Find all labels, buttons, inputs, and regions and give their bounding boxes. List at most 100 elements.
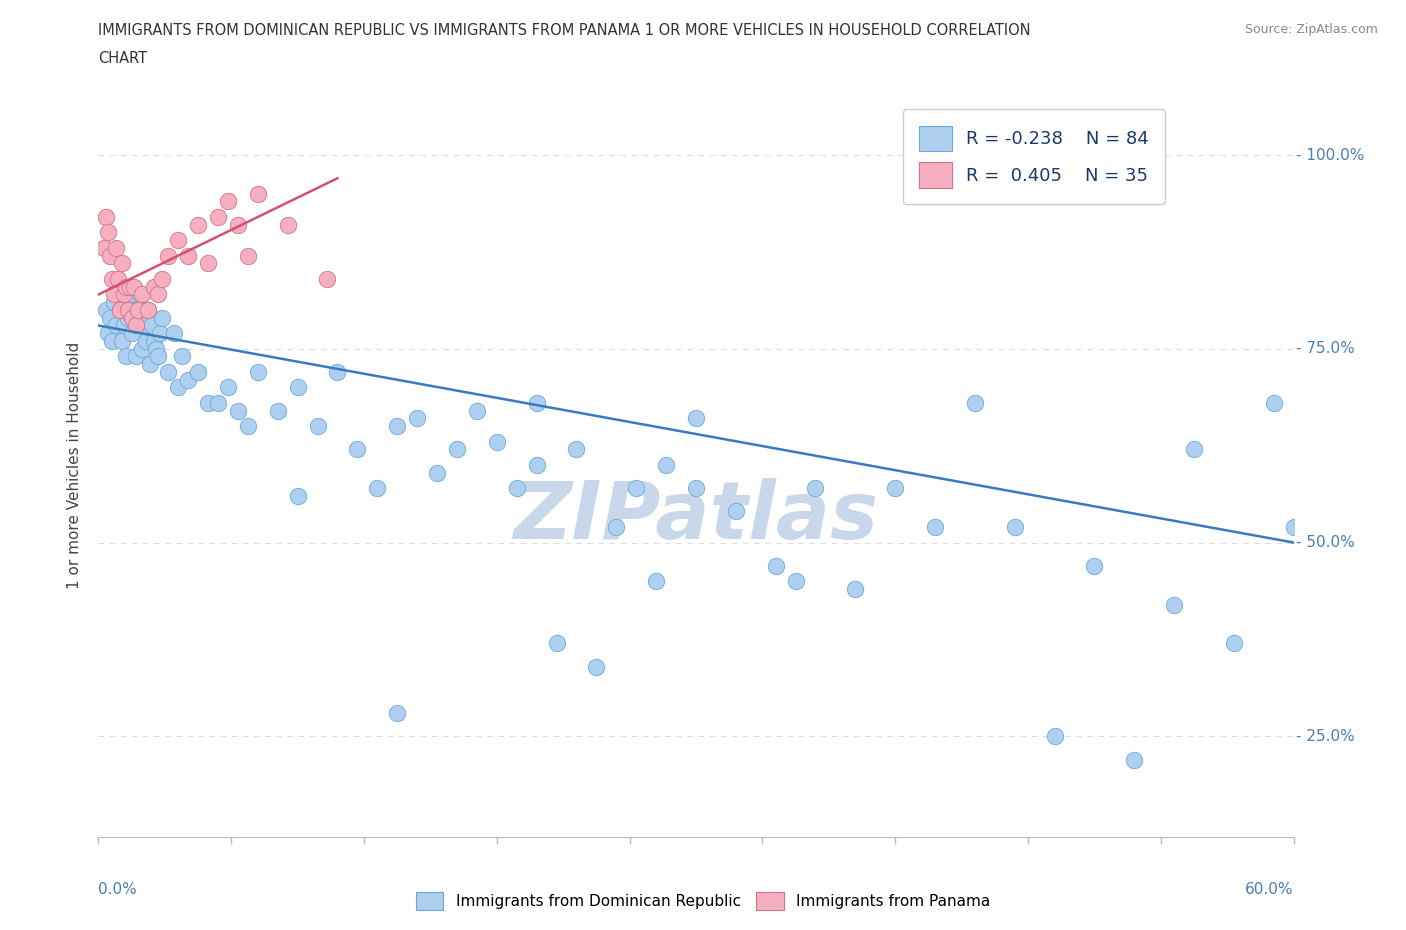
Point bbox=[120, 279, 142, 294]
Point bbox=[1004, 520, 1026, 535]
Point bbox=[385, 706, 409, 721]
Point bbox=[103, 287, 125, 302]
Point bbox=[236, 248, 259, 263]
Legend: Immigrants from Dominican Republic, Immigrants from Panama: Immigrants from Dominican Republic, Immi… bbox=[408, 884, 998, 918]
Point bbox=[157, 248, 180, 263]
Point bbox=[115, 279, 138, 294]
Point bbox=[963, 395, 986, 410]
Point bbox=[406, 411, 429, 426]
Point bbox=[117, 311, 139, 325]
Point bbox=[207, 395, 229, 410]
Point bbox=[93, 241, 115, 256]
Point bbox=[207, 209, 229, 224]
Point bbox=[103, 295, 125, 310]
Text: 0.0%: 0.0% bbox=[98, 882, 138, 897]
Point bbox=[785, 574, 807, 589]
Point bbox=[167, 380, 190, 395]
Point bbox=[107, 279, 129, 294]
Point bbox=[1043, 729, 1066, 744]
Point bbox=[1263, 395, 1285, 410]
Point bbox=[124, 279, 146, 294]
Text: ZIPatlas: ZIPatlas bbox=[513, 478, 879, 556]
Point bbox=[465, 404, 488, 418]
Point bbox=[143, 334, 166, 349]
Text: 60.0%: 60.0% bbox=[1246, 882, 1294, 897]
Point bbox=[506, 481, 529, 496]
Point bbox=[148, 287, 170, 302]
Point bbox=[145, 341, 167, 356]
Point bbox=[96, 209, 118, 224]
Point bbox=[197, 256, 219, 271]
Text: - 100.0%: - 100.0% bbox=[1296, 148, 1364, 163]
Point bbox=[366, 481, 388, 496]
Point bbox=[167, 232, 190, 247]
Point bbox=[526, 458, 548, 472]
Point bbox=[110, 302, 132, 317]
Point bbox=[97, 225, 120, 240]
Point bbox=[446, 442, 468, 457]
Text: - 25.0%: - 25.0% bbox=[1296, 729, 1354, 744]
Point bbox=[127, 302, 149, 317]
Point bbox=[765, 558, 787, 573]
Point bbox=[585, 659, 607, 674]
Point bbox=[120, 287, 142, 302]
Point bbox=[685, 481, 707, 496]
Text: IMMIGRANTS FROM DOMINICAN REPUBLIC VS IMMIGRANTS FROM PANAMA 1 OR MORE VEHICLES : IMMIGRANTS FROM DOMINICAN REPUBLIC VS IM… bbox=[98, 23, 1031, 38]
Point bbox=[125, 318, 148, 333]
Point bbox=[346, 442, 368, 457]
Point bbox=[117, 302, 139, 317]
Point bbox=[277, 218, 299, 232]
Point bbox=[124, 302, 146, 317]
Point bbox=[804, 481, 827, 496]
Point bbox=[326, 365, 349, 379]
Point bbox=[236, 418, 259, 433]
Point bbox=[98, 311, 122, 325]
Point bbox=[685, 411, 707, 426]
Point bbox=[101, 272, 124, 286]
Point bbox=[112, 287, 135, 302]
Point bbox=[148, 349, 170, 364]
Point bbox=[246, 365, 269, 379]
Point bbox=[546, 636, 568, 651]
Point bbox=[884, 481, 907, 496]
Text: CHART: CHART bbox=[98, 51, 148, 66]
Point bbox=[112, 318, 135, 333]
Point bbox=[97, 326, 120, 340]
Point bbox=[645, 574, 668, 589]
Point bbox=[1282, 520, 1305, 535]
Point bbox=[307, 418, 329, 433]
Point bbox=[1083, 558, 1105, 573]
Text: - 50.0%: - 50.0% bbox=[1296, 535, 1354, 550]
Point bbox=[626, 481, 648, 496]
Point bbox=[101, 334, 124, 349]
Point bbox=[141, 318, 163, 333]
Point bbox=[316, 272, 339, 286]
Point bbox=[844, 581, 866, 596]
Point bbox=[127, 311, 149, 325]
Point bbox=[157, 365, 180, 379]
Text: - 75.0%: - 75.0% bbox=[1296, 341, 1354, 356]
Point bbox=[121, 326, 143, 340]
Point bbox=[111, 256, 134, 271]
Point bbox=[655, 458, 678, 472]
Point bbox=[105, 241, 128, 256]
Point bbox=[143, 279, 166, 294]
Point bbox=[1163, 597, 1185, 612]
Point bbox=[287, 488, 309, 503]
Point bbox=[121, 311, 143, 325]
Point bbox=[485, 434, 508, 449]
Point bbox=[1123, 752, 1146, 767]
Text: Source: ZipAtlas.com: Source: ZipAtlas.com bbox=[1244, 23, 1378, 36]
Point bbox=[111, 334, 134, 349]
Point bbox=[135, 334, 157, 349]
Point bbox=[724, 504, 747, 519]
Point bbox=[924, 520, 946, 535]
Point bbox=[197, 395, 219, 410]
Point bbox=[136, 302, 159, 317]
Y-axis label: 1 or more Vehicles in Household: 1 or more Vehicles in Household bbox=[67, 341, 83, 589]
Point bbox=[1223, 636, 1246, 651]
Point bbox=[110, 302, 132, 317]
Point bbox=[150, 311, 173, 325]
Point bbox=[246, 186, 269, 201]
Point bbox=[426, 465, 449, 480]
